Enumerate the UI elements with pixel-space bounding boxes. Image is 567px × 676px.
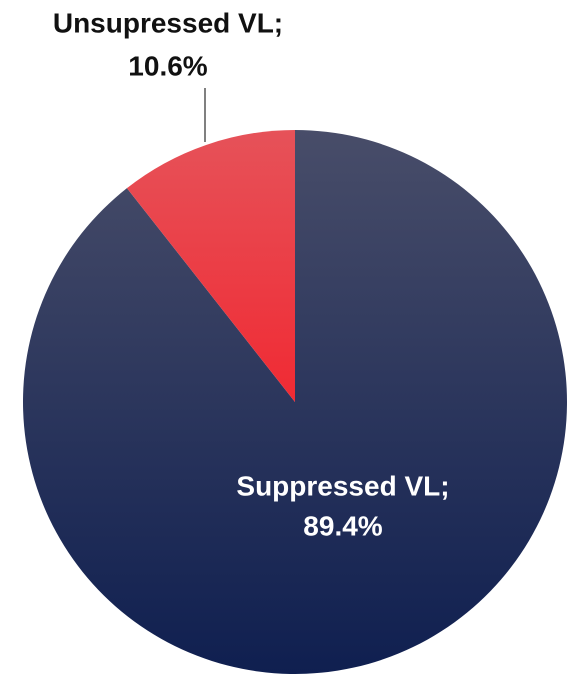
slice-label: Unsupressed VL; — [53, 7, 283, 38]
labels: Suppressed VL; 89.4% Unsupressed VL; 10.6% — [53, 7, 450, 541]
slice-label: Suppressed VL; — [236, 470, 449, 501]
slice-value-label: 10.6% — [128, 50, 207, 81]
pie-slice — [23, 130, 567, 674]
slice-value-label: 89.4% — [303, 510, 382, 541]
slices — [23, 130, 567, 674]
pie-slice — [126, 130, 295, 402]
